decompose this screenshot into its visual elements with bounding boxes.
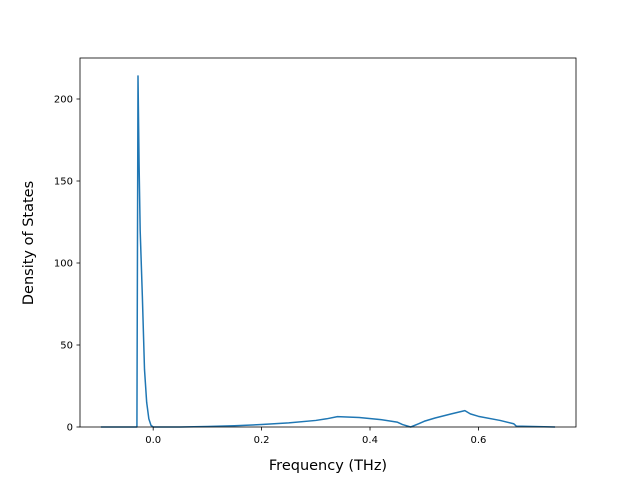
y-tick-label-3: 150 — [54, 177, 73, 188]
x-tick-label-3: 0.6 — [470, 435, 486, 446]
y-tick-label-4: 200 — [54, 95, 73, 106]
plot-area — [79, 57, 577, 428]
y-tick-label-1: 50 — [60, 341, 73, 352]
y-axis-ticks: 0 50 100 150 200 — [54, 95, 80, 434]
axes-frame — [79, 57, 577, 428]
x-axis-ticks: 0.0 0.2 0.4 0.6 — [145, 427, 486, 446]
y-tick-label-0: 0 — [67, 423, 73, 434]
series-line-0 — [100, 75, 556, 428]
x-tick-label-1: 0.2 — [254, 435, 270, 446]
x-tick-label-2: 0.4 — [362, 435, 378, 446]
y-tick-label-2: 100 — [54, 259, 73, 270]
x-axis-label: Frequency (THz) — [269, 458, 387, 474]
x-tick-label-0: 0.0 — [145, 435, 161, 446]
y-axis-label: Density of States — [21, 181, 37, 305]
